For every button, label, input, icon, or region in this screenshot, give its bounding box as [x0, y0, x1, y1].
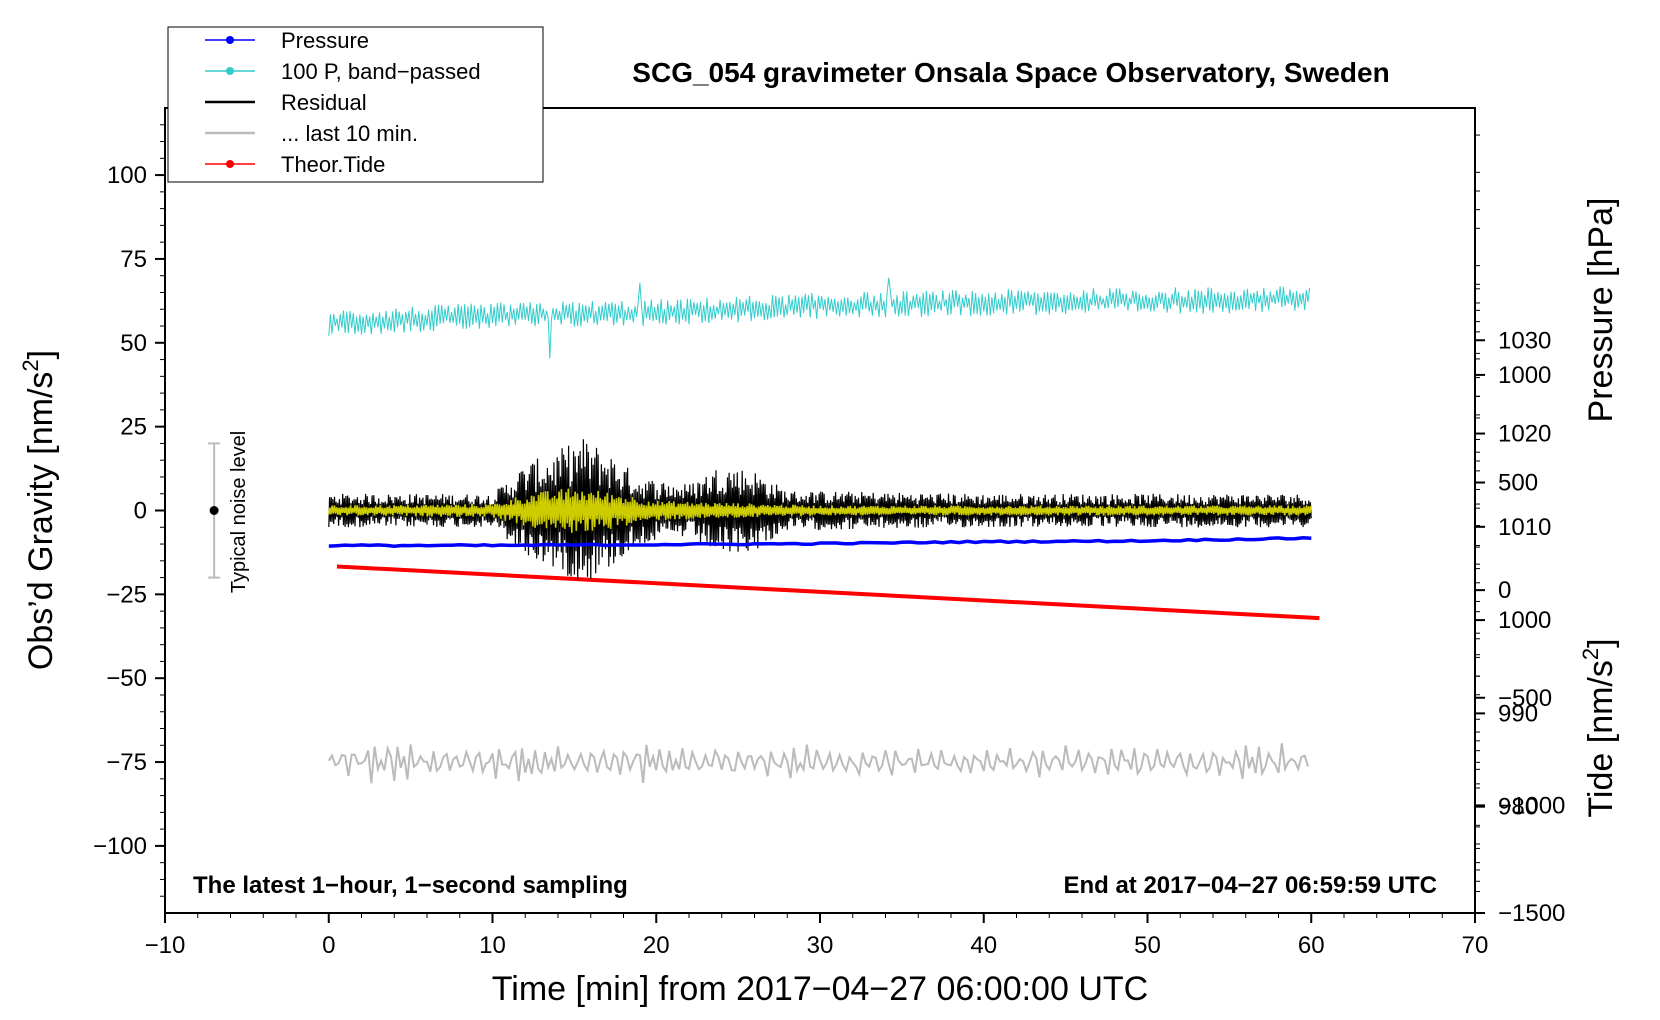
y-tick-label-4: 0 [134, 498, 147, 525]
legend-box [167, 26, 544, 183]
x-tick-label-0: −10 [145, 932, 186, 959]
series-residual-smoothed [328, 488, 1312, 533]
pressure-tick-label-2: 1010 [1498, 514, 1551, 541]
noise-level-indicator [208, 442, 221, 579]
tide-tick-label-2: 0 [1498, 577, 1511, 604]
y-tick-label-6: −50 [106, 665, 147, 692]
tide-axis-label: Tide [nm/s2] [1578, 638, 1620, 817]
x-tick-label-8: 70 [1462, 932, 1489, 959]
legend-label-4: Theor.Tide [281, 152, 385, 177]
y-tick-label-7: −75 [106, 749, 147, 776]
y-tick-label-8: −100 [93, 833, 147, 860]
pressure-axis-label: Pressure [hPa] [1582, 198, 1620, 423]
chart-title: SCG_054 gravimeter Onsala Space Observat… [632, 57, 1389, 88]
x-tick-label-2: 10 [479, 932, 506, 959]
pressure-tick-label-4: 990 [1498, 700, 1538, 727]
legend: Pressure 100 P, band−passed Residual ... la… [167, 26, 544, 183]
left-axis-label: Obs’d Gravity [nm/s2] [18, 350, 60, 670]
y-tick-label-2: 50 [120, 330, 147, 357]
x-tick-label-4: 30 [807, 932, 834, 959]
x-axis-label: Time [min] from 2017−04−27 06:00:00 UTC [492, 970, 1148, 1008]
y-tick-label-0: 100 [107, 162, 147, 189]
y-tick-label-3: 25 [120, 414, 147, 441]
x-tick-label-5: 40 [970, 932, 997, 959]
legend-label-1: 100 P, band−passed [281, 59, 481, 84]
x-tick-label-7: 60 [1298, 932, 1325, 959]
series-layer [327, 277, 1320, 784]
legend-label-2: Residual [281, 90, 367, 115]
legend-marker-4 [226, 160, 234, 168]
series-last-10-min [327, 743, 1309, 784]
series-band-passed-pressure [328, 277, 1311, 359]
series-pressure [328, 536, 1312, 548]
y-tick-label-1: 75 [120, 246, 147, 273]
noise-center-dot [209, 506, 219, 515]
tide-tick-label-3: −500 [1498, 685, 1552, 712]
pressure-tick-label-0: 1030 [1498, 327, 1551, 354]
pressure-tick-label-5: 980 [1498, 794, 1538, 821]
y-tick-label-5: −25 [106, 581, 147, 608]
series-theor-tide [336, 564, 1320, 621]
pressure-tick-label-1: 1020 [1498, 421, 1551, 448]
legend-label-3: ... last 10 min. [281, 121, 418, 146]
legend-label-0: Pressure [281, 28, 369, 53]
legend-marker-1 [226, 67, 234, 75]
tide-tick-label-5: −1500 [1498, 900, 1565, 927]
legend-marker-0 [226, 36, 234, 44]
series-residual [328, 439, 1312, 581]
noise-level-label: Typical noise level [228, 431, 250, 593]
ticks-layer: −10 0 10 20 30 40 50 60 701007550250−25−50−75−10… [93, 124, 1565, 959]
x-tick-label-1: 0 [322, 932, 335, 959]
pressure-tick-label-3: 1000 [1498, 607, 1551, 634]
footer-sampling-note: The latest 1−hour, 1−second sampling [193, 872, 628, 899]
tide-tick-label-1: 500 [1498, 470, 1538, 497]
x-tick-label-3: 20 [643, 932, 670, 959]
footer-end-time: End at 2017−04−27 06:59:59 UTC [1063, 872, 1437, 899]
tide-tick-label-4: −1000 [1498, 792, 1565, 819]
tide-tick-label-0: 1000 [1498, 362, 1551, 389]
x-tick-label-6: 50 [1134, 932, 1161, 959]
